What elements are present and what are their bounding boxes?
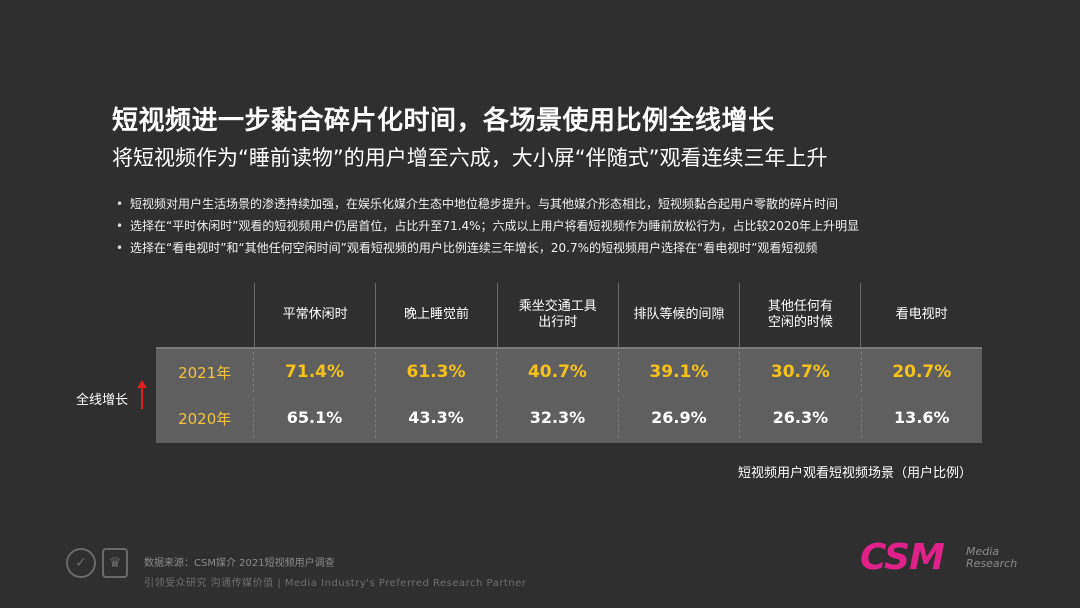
slide-subtitle: 将短视频作为“睡前读物”的用户增至六成，大小屏“伴随式”观看连续三年上升 bbox=[112, 146, 828, 170]
bullet-list: 短视频对用户生活场景的渗透持续加强，在娱乐化媒介生态中地位稳步提升。与其他媒介形… bbox=[116, 193, 859, 259]
table-cell: 39.1% bbox=[617, 352, 739, 392]
logo-sub-text: Media Research bbox=[966, 545, 1018, 570]
slide-title: 短视频进一步黏合碎片化时间，各场景使用比例全线增长 bbox=[112, 106, 775, 136]
growth-label: 全线增长 bbox=[76, 393, 129, 408]
certification-badges: ✓ ♛ bbox=[66, 548, 128, 578]
table-row: 2020年 65.1% 43.3% 32.3% 26.9% 26.3% 13.6… bbox=[156, 395, 982, 441]
row-year-label: 2021年 bbox=[178, 363, 232, 382]
table-cell: 40.7% bbox=[496, 352, 617, 392]
csm-logo: CSM Media Research bbox=[860, 537, 1017, 578]
table-cell: 26.9% bbox=[617, 398, 739, 438]
table-cell: 32.3% bbox=[496, 398, 617, 438]
table-cell: 71.4% bbox=[253, 352, 374, 392]
table-header-cell: 看电视时 bbox=[860, 283, 981, 347]
table-header-cell: 平常休闲时 bbox=[254, 283, 375, 347]
table-cell: 43.3% bbox=[374, 398, 496, 438]
table-header-cell: 其他任何有 空闲的时候 bbox=[739, 283, 860, 347]
table-cell: 61.3% bbox=[374, 352, 496, 392]
up-arrow-icon bbox=[137, 380, 147, 409]
row-year-label: 2020年 bbox=[178, 409, 232, 428]
table-cell: 20.7% bbox=[860, 352, 982, 392]
logo-main-text: CSM bbox=[860, 537, 945, 578]
footer-slogan: 引领受众研究 沟通传媒价值 | Media Industry's Preferr… bbox=[144, 578, 527, 589]
table-cell: 26.3% bbox=[739, 398, 860, 438]
table-body: 2021年 71.4% 61.3% 40.7% 39.1% 30.7% 20.7… bbox=[156, 347, 982, 443]
table-row: 2021年 71.4% 61.3% 40.7% 39.1% 30.7% 20.7… bbox=[156, 349, 982, 395]
table-header-cell: 排队等候的间隙 bbox=[617, 283, 739, 347]
certification-check-icon: ✓ bbox=[66, 548, 96, 578]
table-header-cell: 乘坐交通工具 出行时 bbox=[496, 283, 618, 347]
table-header-row: 平常休闲时 晚上睡觉前 乘坐交通工具 出行时 排队等候的间隙 其他任何有 空闲的… bbox=[254, 283, 982, 347]
table-cell: 65.1% bbox=[253, 398, 374, 438]
table-cell: 13.6% bbox=[860, 398, 982, 438]
table-caption: 短视频用户观看短视频场景（用户比例） bbox=[738, 466, 973, 481]
bullet-item: 短视频对用户生活场景的渗透持续加强，在娱乐化媒介生态中地位稳步提升。与其他媒介形… bbox=[116, 193, 859, 215]
table-cell: 30.7% bbox=[739, 352, 860, 392]
bullet-item: 选择在“平时休闲时”观看的短视频用户仍居首位，占比升至71.4%；六成以上用户将… bbox=[116, 215, 859, 237]
bullet-item: 选择在“看电视时”和“其他任何空闲时间”观看短视频的用户比例连续三年增长，20.… bbox=[116, 237, 859, 259]
data-source: 数据来源：CSM媒介 2021短视频用户调查 bbox=[144, 558, 335, 569]
table-header-cell: 晚上睡觉前 bbox=[375, 283, 496, 347]
scene-table: 平常休闲时 晚上睡觉前 乘坐交通工具 出行时 排队等候的间隙 其他任何有 空闲的… bbox=[156, 283, 982, 443]
certification-crown-icon: ♛ bbox=[102, 548, 128, 578]
